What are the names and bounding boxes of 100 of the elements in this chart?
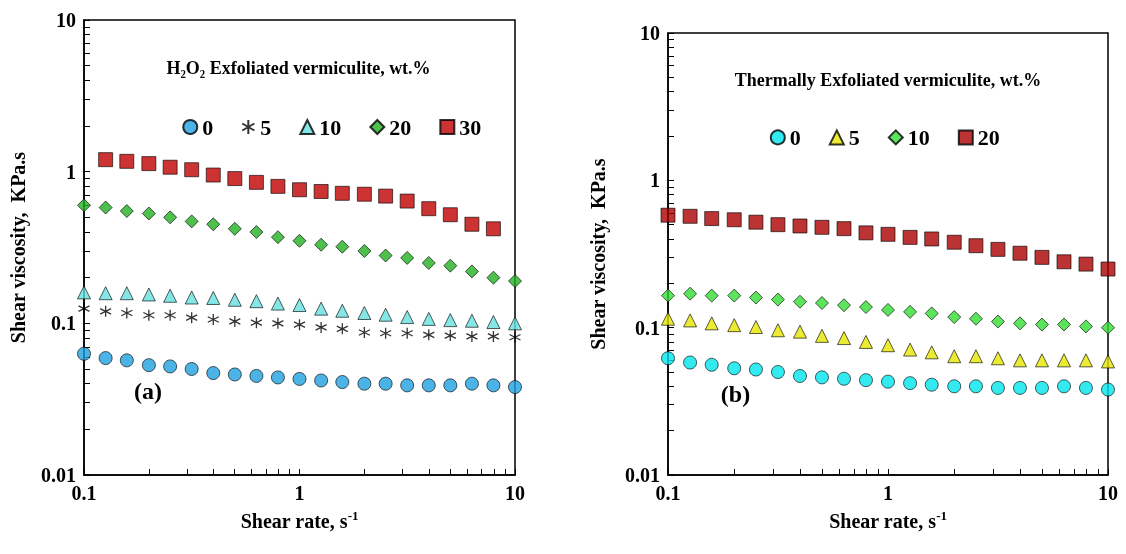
point (421, 311, 436, 326)
point (336, 322, 349, 335)
point (227, 367, 242, 382)
point (119, 204, 134, 218)
point (206, 291, 221, 305)
point (335, 375, 350, 389)
point (1079, 319, 1093, 334)
legend-label: 10 (907, 124, 930, 150)
point (400, 378, 415, 393)
point (249, 369, 264, 383)
point (77, 302, 91, 315)
point (969, 349, 983, 364)
y-axis-title: Shear viscosity, KPa.s (587, 158, 610, 350)
point (206, 217, 221, 232)
point (292, 372, 307, 386)
point (661, 311, 675, 326)
point (335, 239, 350, 254)
point (378, 307, 393, 322)
point (77, 285, 91, 300)
point (682, 208, 698, 224)
point (815, 370, 829, 385)
point (486, 378, 501, 393)
point (704, 316, 719, 331)
point (314, 321, 328, 334)
point (508, 316, 522, 331)
point (903, 304, 917, 319)
point (660, 207, 676, 223)
point (400, 251, 415, 265)
point (859, 373, 873, 388)
point (683, 313, 697, 328)
point (98, 200, 113, 215)
point (119, 353, 134, 368)
point (77, 198, 91, 213)
point (1057, 353, 1071, 368)
point (683, 286, 697, 301)
point (1101, 382, 1115, 397)
point (163, 210, 178, 225)
point (704, 288, 719, 303)
point (859, 335, 873, 349)
point (1101, 354, 1115, 369)
point (969, 379, 983, 394)
point (881, 303, 895, 317)
point (704, 211, 720, 226)
point (142, 309, 156, 322)
x-tick-label: 1 (294, 482, 305, 504)
point (749, 362, 763, 377)
point (314, 237, 329, 252)
point (704, 357, 719, 372)
point (771, 365, 785, 379)
point (990, 241, 1006, 257)
point (683, 355, 697, 370)
point (1056, 254, 1072, 270)
point (815, 296, 829, 310)
point (727, 361, 742, 376)
point (903, 342, 917, 357)
point (947, 379, 962, 394)
point (880, 226, 896, 242)
point (443, 313, 458, 328)
point (99, 305, 112, 318)
legend-title: Thermally Exfoliated vermiculite, wt.% (734, 69, 1042, 90)
x-tick-label: 10 (1098, 482, 1118, 504)
point (185, 311, 198, 324)
x-tick-label: 10 (505, 482, 525, 504)
annotation: (a) (133, 378, 162, 405)
point (793, 369, 807, 383)
point (314, 301, 329, 316)
point (793, 294, 807, 309)
point (1057, 379, 1071, 394)
point (378, 248, 393, 263)
point (924, 345, 939, 360)
point (968, 238, 984, 254)
legend-label: 10 (319, 114, 342, 140)
point (358, 326, 371, 339)
point (991, 314, 1005, 329)
x-tick-label: 1 (883, 482, 893, 504)
point (924, 377, 939, 392)
point (486, 270, 501, 285)
point (250, 316, 263, 329)
point (357, 306, 372, 320)
legend-label: 30 (459, 114, 482, 140)
point (1057, 317, 1071, 332)
y-tick-label: 1 (66, 160, 76, 183)
point (292, 233, 307, 248)
point (947, 349, 962, 364)
point (227, 221, 242, 236)
point (508, 274, 522, 288)
legend-label: 20 (977, 124, 1000, 150)
point (726, 212, 742, 228)
point (727, 318, 742, 333)
point (1013, 353, 1027, 368)
point (271, 230, 285, 245)
point (836, 221, 852, 237)
y-axis-title: Shear viscosity, KPa.s (7, 151, 30, 344)
point (792, 218, 808, 234)
y-tick-label: 0.1 (51, 312, 76, 335)
y-tick-label: 1 (650, 169, 660, 192)
point (1101, 320, 1115, 335)
point (748, 214, 764, 230)
point (422, 328, 435, 341)
point (141, 358, 156, 373)
